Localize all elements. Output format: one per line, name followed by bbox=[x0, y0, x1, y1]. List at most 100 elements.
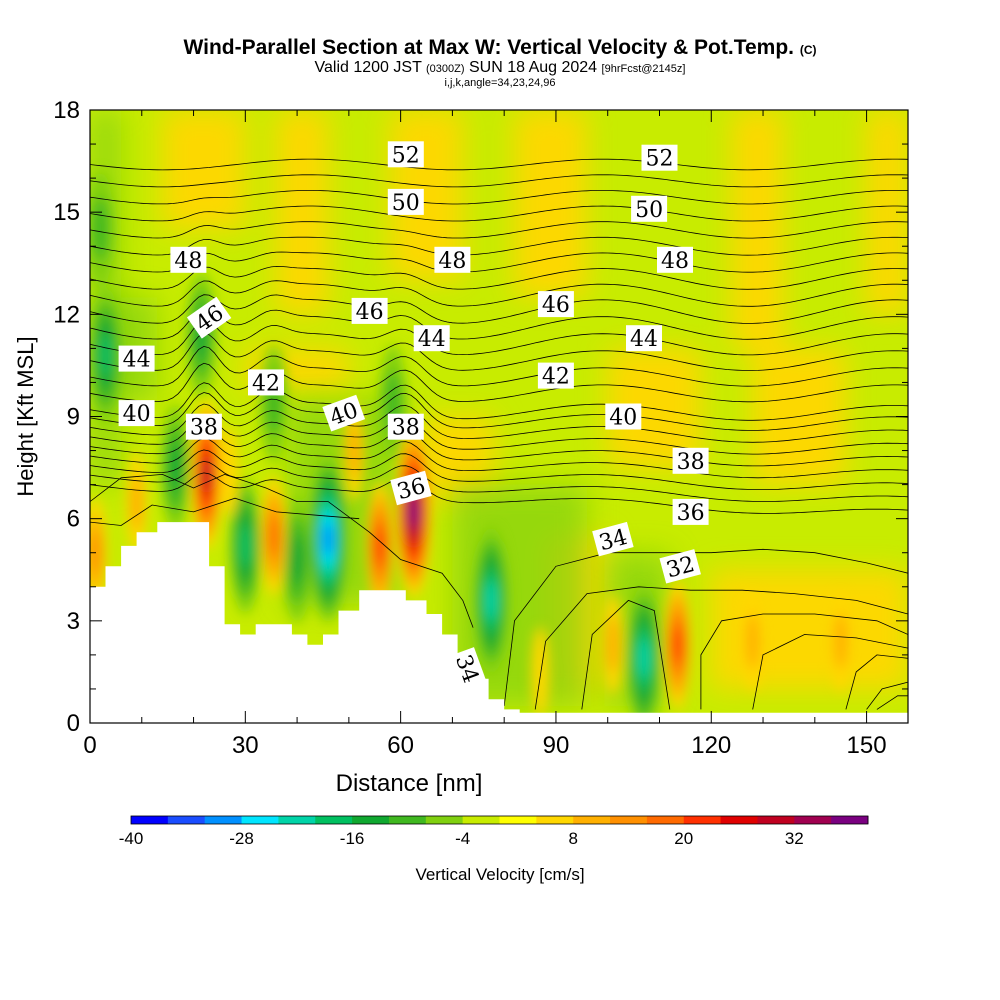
theta-label-box bbox=[390, 470, 432, 506]
y-tick-label: 3 bbox=[67, 608, 80, 635]
colorbar-swatch bbox=[536, 816, 574, 824]
theta-contour bbox=[90, 251, 908, 273]
colorbar-label: Vertical Velocity [cm/s] bbox=[415, 865, 584, 884]
theta-contour bbox=[90, 190, 908, 205]
updraft-core bbox=[268, 516, 280, 556]
theta-label-text: 46 bbox=[542, 293, 570, 318]
theta-label-text: 46 bbox=[356, 300, 384, 325]
downdraft-core bbox=[99, 333, 112, 377]
theta-contour-low bbox=[866, 681, 908, 710]
theta-label-text: 52 bbox=[646, 147, 674, 172]
y-tick-label: 9 bbox=[67, 404, 80, 431]
theta-label-text: 50 bbox=[635, 198, 663, 223]
colorbar-tick-label: 20 bbox=[674, 829, 693, 848]
theta-label: 52 bbox=[387, 141, 424, 168]
updraft-core bbox=[201, 458, 212, 491]
theta-label: 44 bbox=[118, 345, 155, 373]
colorbar-swatch bbox=[499, 816, 537, 824]
updraft-core bbox=[746, 613, 760, 670]
copyright-mark: (C) bbox=[799, 43, 817, 57]
theta-contour bbox=[90, 426, 908, 467]
theta-contour bbox=[90, 438, 908, 479]
y-tick-label: 12 bbox=[53, 301, 80, 328]
y-tick-label: 15 bbox=[53, 199, 80, 226]
colorbar-swatch bbox=[425, 816, 464, 824]
theta-label: 40 bbox=[118, 400, 155, 427]
grid-indices: i,j,k,angle=34,23,24,96 bbox=[444, 77, 556, 89]
theta-label: 48 bbox=[434, 246, 471, 274]
theta-label-box bbox=[626, 325, 662, 352]
chart-title: Wind-Parallel Section at Max W: Vertical… bbox=[0, 36, 1000, 62]
theta-contour-low bbox=[581, 599, 671, 710]
colorbar-swatch bbox=[352, 816, 390, 824]
chart-title-text: Wind-Parallel Section at Max W: Vertical… bbox=[183, 36, 794, 59]
theta-contour bbox=[90, 333, 908, 371]
theta-label: 36 bbox=[672, 498, 709, 526]
x-tick-label: 120 bbox=[691, 732, 731, 759]
theta-label: 44 bbox=[413, 325, 450, 352]
colorbar-tick-label: 8 bbox=[568, 829, 577, 848]
theta-label-text: 40 bbox=[123, 402, 151, 427]
potential-temperature-contours bbox=[90, 158, 908, 710]
theta-label-text: 38 bbox=[392, 416, 420, 441]
theta-label-box bbox=[170, 246, 207, 273]
colorbar-swatch bbox=[683, 816, 722, 824]
valid-prefix: Valid 1200 JST bbox=[314, 59, 422, 76]
theta-label-box bbox=[118, 345, 155, 372]
colorbar-swatch bbox=[720, 816, 758, 824]
theta-contour bbox=[90, 362, 908, 403]
theta-contour bbox=[90, 174, 908, 188]
y-tick-label: 0 bbox=[67, 710, 80, 737]
y-axis-label: Height [Kft MSL] bbox=[13, 336, 38, 496]
colorbar: -40 -28 -16 -4 8 20 32 Vertical Velocity [cm/s] bbox=[119, 815, 869, 884]
theta-label-box bbox=[631, 195, 668, 222]
x-tick-label: 0 bbox=[83, 732, 96, 759]
theta-label-text: 50 bbox=[392, 191, 420, 216]
theta-label-box bbox=[413, 325, 450, 352]
terrain-fill bbox=[90, 522, 908, 723]
theta-contour bbox=[90, 236, 908, 256]
colorbar-tick-label: 32 bbox=[785, 829, 804, 848]
theta-label: 46 bbox=[537, 291, 574, 318]
downdraft-core bbox=[638, 638, 650, 678]
theta-contour bbox=[90, 472, 908, 514]
theta-label: 42 bbox=[537, 362, 574, 390]
chart-title-block: Wind-Parallel Section at Max W: Vertical… bbox=[0, 36, 1000, 89]
downdraft-core bbox=[290, 534, 304, 585]
theta-label-text: 38 bbox=[677, 450, 705, 475]
colorbar-swatch bbox=[241, 816, 279, 824]
theta-contour bbox=[90, 307, 908, 340]
theta-label: 50 bbox=[387, 188, 424, 216]
colorbar-swatch bbox=[388, 816, 427, 824]
theta-contour bbox=[90, 392, 908, 431]
theta-label-text: 36 bbox=[677, 501, 705, 526]
theta-label-text: 52 bbox=[392, 143, 420, 168]
theta-label-box bbox=[351, 297, 388, 324]
updraft-core bbox=[347, 422, 361, 479]
x-axis-label: Distance [nm] bbox=[336, 770, 483, 797]
x-tick-label: 30 bbox=[232, 732, 259, 759]
colorbar-swatch bbox=[315, 816, 353, 824]
theta-contour bbox=[90, 221, 908, 239]
colorbar-swatch bbox=[610, 816, 648, 824]
downdraft-core bbox=[92, 197, 109, 262]
theta-label: 40 bbox=[605, 403, 642, 431]
colorbar-swatch bbox=[794, 816, 832, 824]
theta-label-box bbox=[118, 400, 155, 427]
updraft-core bbox=[672, 626, 683, 663]
weak-ascent-bands bbox=[162, 110, 908, 689]
theta-label-box bbox=[322, 394, 366, 432]
theta-contour bbox=[90, 345, 908, 387]
theta-label-box bbox=[434, 246, 471, 273]
theta-label-box bbox=[659, 549, 701, 584]
theta-label: 40 bbox=[322, 394, 366, 432]
theta-label-box bbox=[672, 498, 709, 525]
theta-contour-low bbox=[700, 613, 908, 710]
theta-contour bbox=[90, 403, 908, 443]
theta-label: 50 bbox=[631, 195, 668, 223]
theta-label-box bbox=[537, 362, 574, 389]
valid-utc: (0300Z) bbox=[426, 63, 465, 75]
theta-contour-low bbox=[845, 654, 908, 710]
